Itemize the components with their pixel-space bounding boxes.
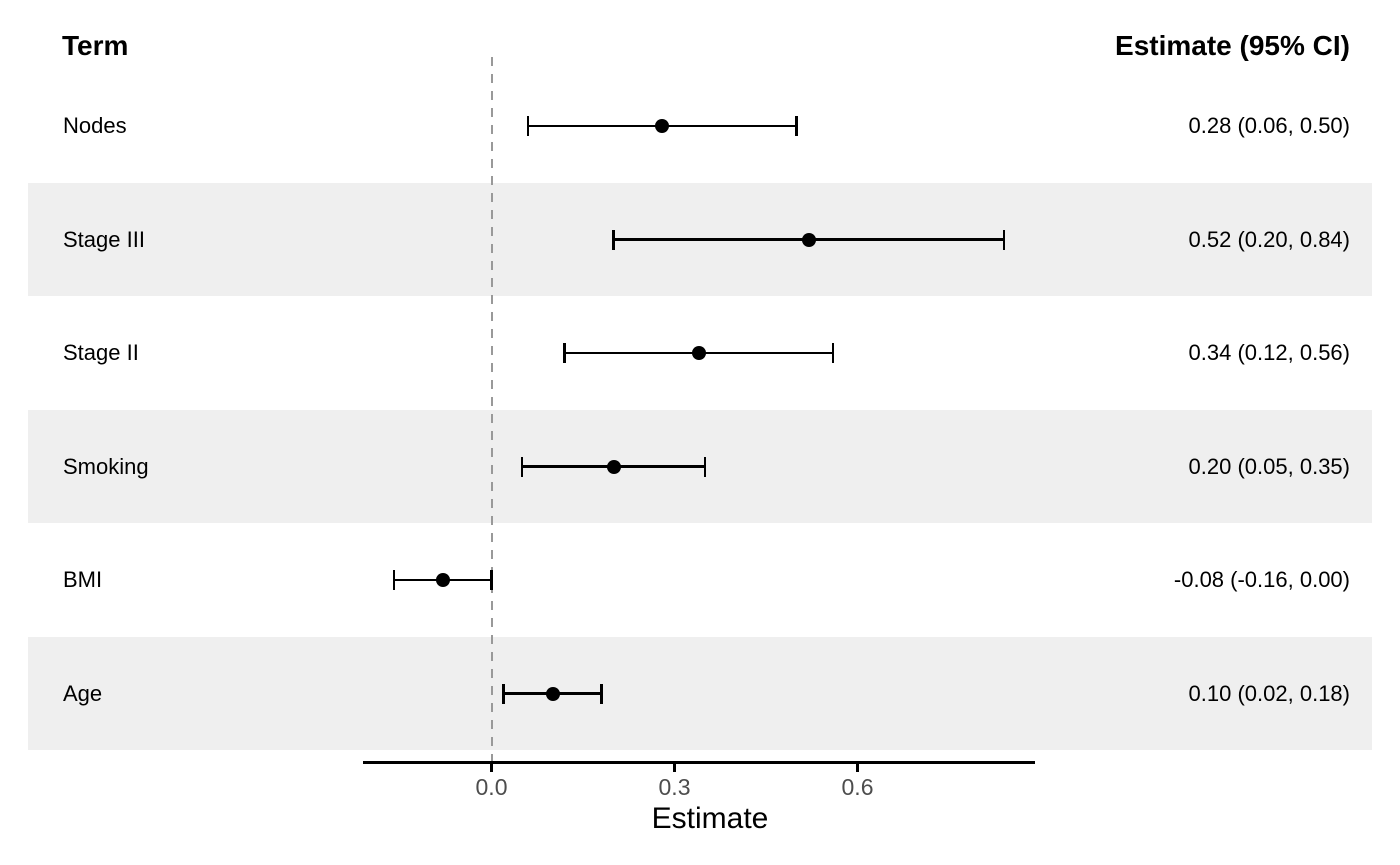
x-axis-tick-label: 0.0 xyxy=(475,774,508,800)
estimate-point xyxy=(545,686,560,701)
zero-reference-line xyxy=(490,57,493,761)
estimate-ci-value: -0.08 (-0.16, 0.00) xyxy=(1173,567,1350,592)
ci-cap-low xyxy=(526,116,530,136)
estimate-column-header: Estimate (95% CI) xyxy=(1115,30,1350,61)
estimate-ci-value: 0.20 (0.05, 0.35) xyxy=(1188,453,1350,479)
ci-cap-low xyxy=(520,456,524,477)
term-label: Nodes xyxy=(63,113,127,138)
ci-cap-high xyxy=(703,456,707,477)
x-axis-tick-label: 0.3 xyxy=(658,774,691,800)
estimate-point xyxy=(435,573,450,587)
ci-cap-low xyxy=(563,343,566,363)
term-label: Age xyxy=(63,680,103,706)
estimate-point xyxy=(655,119,670,133)
estimate-ci-value: 0.52 (0.20, 0.84) xyxy=(1188,226,1350,252)
ci-cap-low xyxy=(502,683,505,704)
estimate-ci-value: 0.34 (0.12, 0.56) xyxy=(1188,340,1350,365)
x-axis-title: Estimate xyxy=(651,802,769,835)
estimate-point xyxy=(691,346,706,360)
x-axis-tick xyxy=(673,763,676,772)
ci-cap-high xyxy=(831,343,835,363)
ci-cap-high xyxy=(795,116,798,136)
estimate-ci-value: 0.28 (0.06, 0.50) xyxy=(1188,113,1350,138)
x-axis-line xyxy=(363,761,1035,764)
row-stripe xyxy=(28,636,1372,751)
term-label: BMI xyxy=(63,567,103,592)
term-label: Smoking xyxy=(63,453,149,479)
term-label: Stage III xyxy=(63,226,145,252)
ci-cap-high xyxy=(490,570,493,590)
x-axis-tick xyxy=(856,763,859,772)
ci-cap-low xyxy=(612,229,615,250)
term-column-header: Term xyxy=(62,30,129,61)
ci-cap-high xyxy=(1002,229,1006,250)
x-axis-tick xyxy=(490,763,493,772)
estimate-ci-value: 0.10 (0.02, 0.18) xyxy=(1188,680,1350,706)
x-axis-tick-label: 0.6 xyxy=(841,774,874,800)
estimate-point xyxy=(801,232,816,247)
term-label: Stage II xyxy=(63,340,139,365)
estimate-point xyxy=(606,459,621,474)
ci-cap-low xyxy=(392,570,396,590)
ci-cap-high xyxy=(600,683,603,704)
